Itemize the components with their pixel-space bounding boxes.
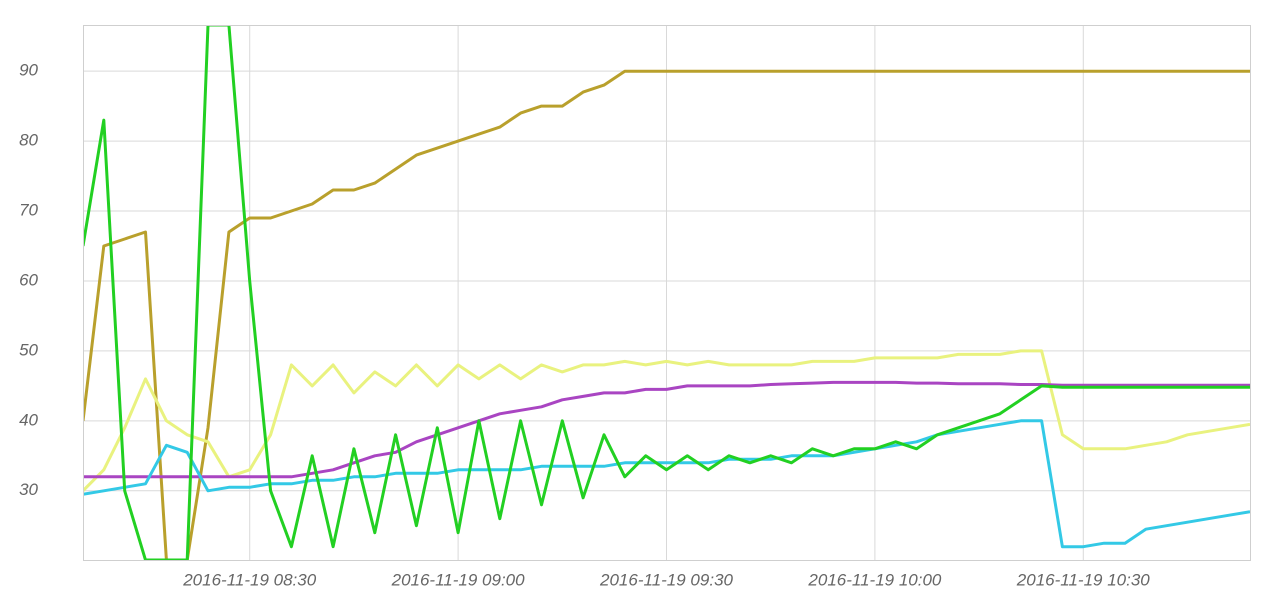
series-line — [83, 419, 1250, 549]
y-tick-label: 40 — [19, 410, 38, 429]
grid — [83, 25, 1250, 560]
series-line — [83, 25, 1250, 560]
plot-frame — [83, 25, 1251, 561]
x-tick-label: 2016-11-19 08:30 — [182, 570, 317, 589]
x-tick-label: 2016-11-19 09:30 — [599, 570, 734, 589]
y-tick-label: 30 — [19, 480, 38, 499]
y-tick-label: 90 — [19, 61, 38, 80]
plot-area — [83, 25, 1250, 560]
x-tick-label: 2016-11-19 09:00 — [391, 570, 526, 589]
series-line — [83, 69, 1250, 560]
x-tick-label: 2016-11-19 10:30 — [1016, 570, 1151, 589]
y-tick-label: 80 — [19, 131, 38, 150]
y-tick-label: 60 — [19, 270, 38, 289]
y-tick-label: 50 — [19, 340, 38, 359]
series-line — [83, 349, 1250, 492]
y-tick-label: 70 — [19, 201, 38, 220]
axis-labels: 30 40 50 60 70 80 90 2016-11-19 08:30 2016-11-19… — [19, 61, 1150, 590]
series-line — [83, 380, 1250, 479]
x-tick-label: 2016-11-19 10:00 — [807, 570, 942, 589]
